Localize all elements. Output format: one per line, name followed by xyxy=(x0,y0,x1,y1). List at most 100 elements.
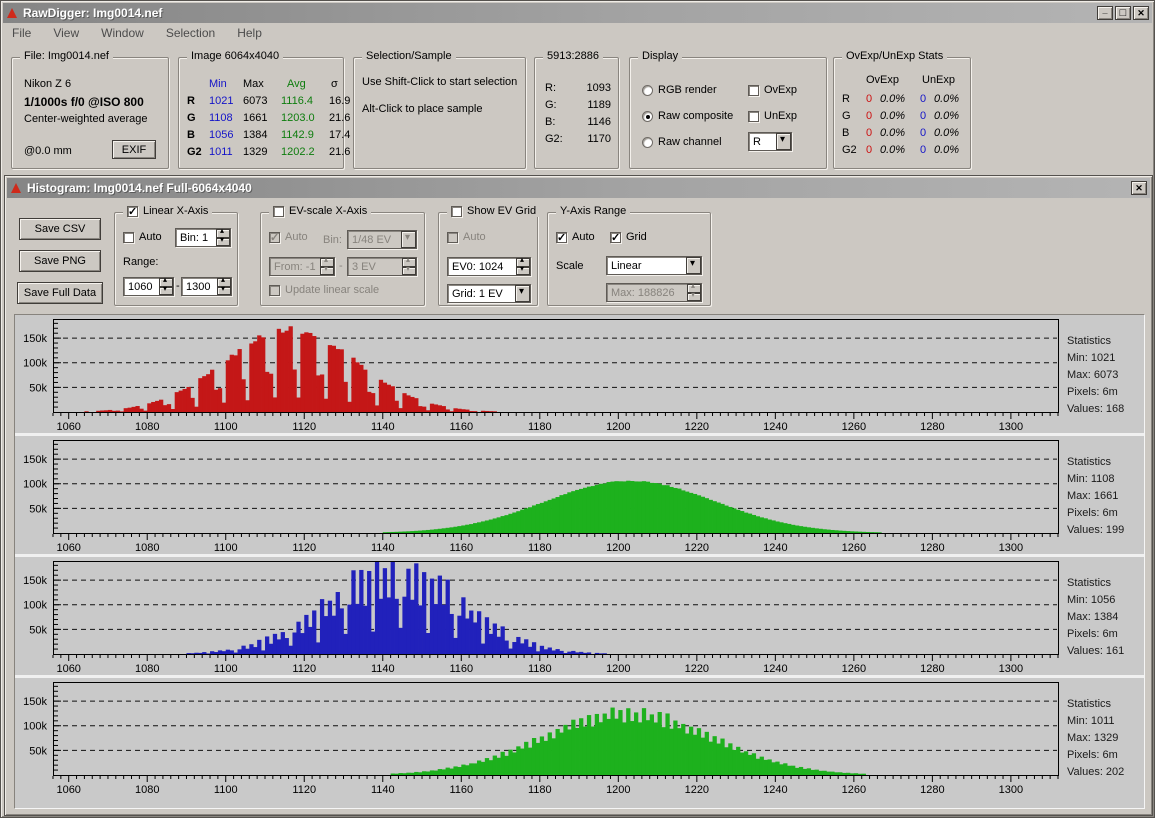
histogram-window-title: Histogram: Img0014.nef Full-6064x4040 xyxy=(27,181,252,195)
range-from-spinner[interactable]: 1060 xyxy=(123,277,174,296)
ovexp-stats-title: OvExp/UnExp Stats xyxy=(842,50,947,62)
ev-scale-checkbox[interactable] xyxy=(273,206,284,217)
svg-text:1120: 1120 xyxy=(292,421,316,433)
show-ev-grid-label: Show EV Grid xyxy=(467,205,536,217)
svg-text:1160: 1160 xyxy=(449,421,473,433)
maximize-button[interactable] xyxy=(1115,6,1131,20)
raw-channel-select[interactable]: R xyxy=(748,132,792,151)
sample-g-value: 1189 xyxy=(571,97,611,114)
file-panel-title: File: Img0014.nef xyxy=(20,50,113,62)
linear-auto-label: Auto xyxy=(139,231,162,243)
stats-max: Max: 1661 xyxy=(1067,488,1124,505)
close-button[interactable] xyxy=(1133,6,1149,20)
y-auto-label: Auto xyxy=(572,231,595,243)
ov-row-b: B xyxy=(842,125,866,142)
svg-text:1280: 1280 xyxy=(920,542,944,554)
menu-selection[interactable]: Selection xyxy=(166,26,215,40)
spin-down-icon[interactable] xyxy=(216,238,230,247)
svg-text:1060: 1060 xyxy=(56,663,80,675)
histogram-plot-b: 50k100k150k10601080110011201140116011801… xyxy=(15,557,1144,678)
row-label-r: R xyxy=(187,93,209,110)
r-max: 6073 xyxy=(243,93,281,110)
range-to-spinner[interactable]: 1300 xyxy=(181,277,232,296)
scale-select[interactable]: Linear xyxy=(606,256,702,275)
histogram-close-button[interactable] xyxy=(1131,181,1147,195)
linear-x-axis-checkbox[interactable] xyxy=(127,206,138,217)
raw-channel-radio[interactable] xyxy=(642,137,653,148)
chevron-down-icon[interactable] xyxy=(776,133,791,150)
svg-text:1080: 1080 xyxy=(135,784,159,796)
ev0-spinner[interactable]: EV0: 1024 xyxy=(447,257,531,276)
spin-down-icon[interactable] xyxy=(516,267,530,276)
ev-grid-value: Grid: 1 EV xyxy=(448,288,515,300)
spin-down-icon[interactable] xyxy=(217,287,231,296)
y-max-value: Max: 188826 xyxy=(607,287,687,299)
sample-b-value: 1146 xyxy=(571,114,611,131)
y-auto-checkbox[interactable] xyxy=(556,232,567,243)
menu-bar: File View Window Selection Help xyxy=(4,24,262,42)
svg-text:1100: 1100 xyxy=(214,421,238,433)
svg-text:100k: 100k xyxy=(23,600,47,612)
chevron-down-icon[interactable] xyxy=(686,257,701,274)
svg-text:1260: 1260 xyxy=(842,663,866,675)
unexp-checkbox[interactable] xyxy=(748,111,759,122)
raw-composite-radio[interactable] xyxy=(642,111,653,122)
svg-text:1220: 1220 xyxy=(685,663,709,675)
histogram-b-stats: Statistics Min: 1056 Max: 1384 Pixels: 6… xyxy=(1067,575,1124,660)
ev-bin-value: 1/48 EV xyxy=(348,234,401,246)
scale-value: Linear xyxy=(607,260,686,272)
y-grid-checkbox[interactable] xyxy=(610,232,621,243)
svg-text:1220: 1220 xyxy=(685,784,709,796)
svg-text:1120: 1120 xyxy=(292,542,316,554)
chevron-down-icon xyxy=(401,231,416,248)
exif-button[interactable]: EXIF xyxy=(112,140,156,159)
menu-help[interactable]: Help xyxy=(237,26,262,40)
svg-text:50k: 50k xyxy=(29,624,47,636)
save-full-data-button[interactable]: Save Full Data xyxy=(17,282,103,304)
un-count-r: 0 xyxy=(920,91,934,108)
ovexp-col-header: OvExp xyxy=(866,74,899,86)
stats-pixels: Pixels: 6m xyxy=(1067,384,1124,401)
show-ev-grid-checkbox[interactable] xyxy=(451,206,462,217)
spin-down-icon xyxy=(402,267,416,276)
rgb-render-radio[interactable] xyxy=(642,85,653,96)
svg-text:1140: 1140 xyxy=(371,784,395,796)
histogram-titlebar[interactable]: Histogram: Img0014.nef Full-6064x4040 xyxy=(7,178,1150,198)
un-pct-g: 0.0% xyxy=(934,108,974,125)
ev-scale-label: EV-scale X-Axis xyxy=(289,205,367,217)
bin-spinner[interactable]: Bin: 1 xyxy=(175,228,231,247)
ev-grid-select[interactable]: Grid: 1 EV xyxy=(447,284,531,303)
svg-text:1160: 1160 xyxy=(449,663,473,675)
raw-channel-value: R xyxy=(749,136,776,148)
image-stats-table: Min Max Avg σ R 1021 6073 1116.4 16.9 G … xyxy=(187,76,355,161)
selection-panel: Selection/Sample Use Shift-Click to star… xyxy=(353,57,526,169)
ovexp-checkbox[interactable] xyxy=(748,85,759,96)
range-label: Range: xyxy=(123,256,158,268)
un-count-g: 0 xyxy=(920,108,934,125)
file-panel: File: Img0014.nef Nikon Z 6 1/1000s f/0 … xyxy=(11,57,169,169)
linear-auto-checkbox[interactable] xyxy=(123,232,134,243)
ov-count-b: 0 xyxy=(866,125,880,142)
ev-from-spinner: From: -1 xyxy=(269,257,335,276)
stats-title: Statistics xyxy=(1067,696,1124,713)
chevron-down-icon[interactable] xyxy=(515,285,530,302)
spin-down-icon[interactable] xyxy=(159,287,173,296)
rawdigger-app-icon xyxy=(10,182,23,195)
svg-text:1140: 1140 xyxy=(371,663,395,675)
menu-window[interactable]: Window xyxy=(101,26,144,40)
menu-view[interactable]: View xyxy=(53,26,79,40)
main-titlebar[interactable]: RawDigger: Img0014.nef xyxy=(3,3,1152,23)
row-label-g2: G2 xyxy=(187,144,209,161)
y-axis-range-label: Y-Axis Range xyxy=(560,205,626,217)
ov-row-g2: G2 xyxy=(842,142,866,159)
save-csv-button[interactable]: Save CSV xyxy=(19,218,101,240)
menu-file[interactable]: File xyxy=(12,26,31,40)
range-from-value: 1060 xyxy=(124,281,159,293)
save-png-button[interactable]: Save PNG xyxy=(19,250,101,272)
svg-text:1100: 1100 xyxy=(214,784,238,796)
histogram-r-chart: 50k100k150k10601080110011201140116011801… xyxy=(15,315,1145,436)
b-min: 1056 xyxy=(209,127,243,144)
minimize-button[interactable] xyxy=(1097,6,1113,20)
row-label-g: G xyxy=(187,110,209,127)
stats-title: Statistics xyxy=(1067,333,1124,350)
